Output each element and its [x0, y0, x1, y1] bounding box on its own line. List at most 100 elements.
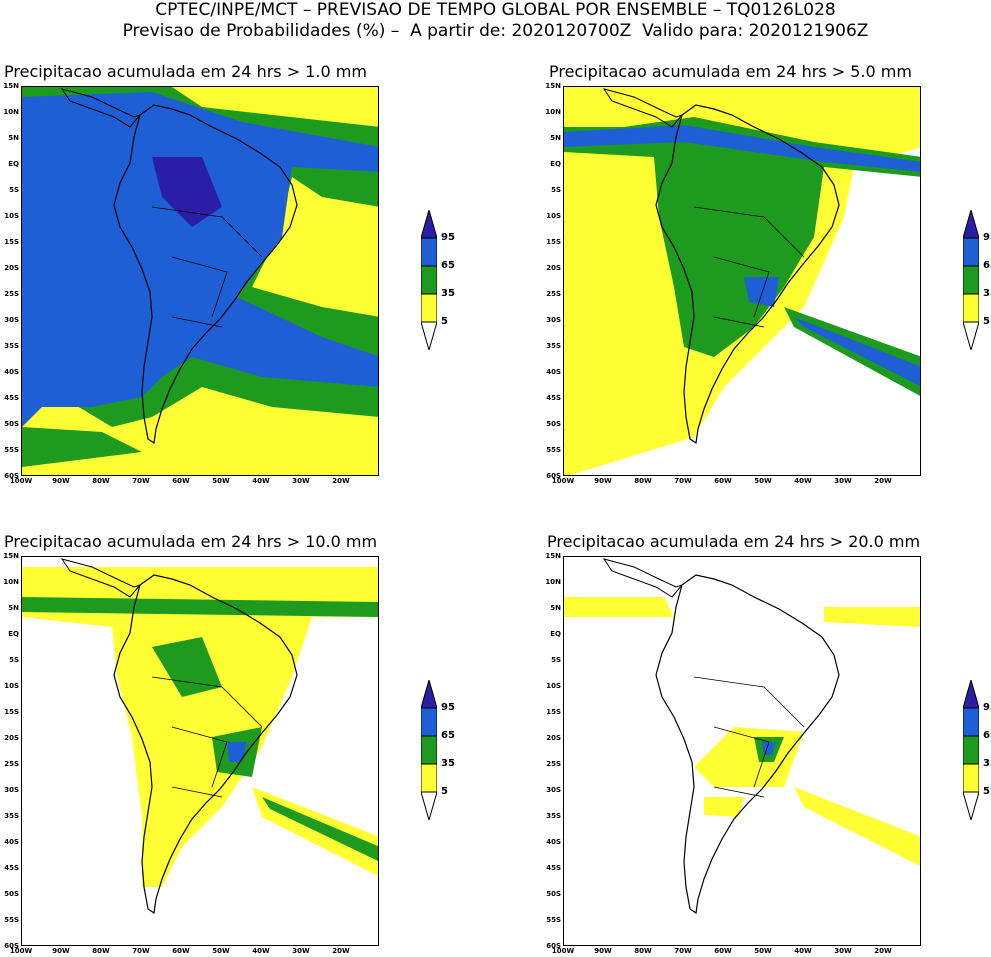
- country-borders: [151, 676, 263, 798]
- colorbar-label: 95: [441, 702, 455, 713]
- latitude-label: 35S: [4, 342, 19, 350]
- latitude-label: 55S: [546, 446, 561, 454]
- colorbar-label: 5: [441, 786, 448, 797]
- colorbar-top-arrow: [963, 680, 979, 709]
- map-svg: [22, 558, 378, 915]
- latitude-label: 15S: [546, 238, 561, 246]
- colorbar-bottom-arrow: [421, 791, 437, 820]
- longitude-label: 30W: [834, 947, 852, 955]
- colorbar-bottom-arrow: [421, 321, 437, 350]
- latitude-label: 40S: [546, 838, 561, 846]
- longitude-label: 100W: [9, 947, 33, 955]
- longitude-label: 20W: [332, 477, 350, 485]
- probability-field: [694, 727, 804, 787]
- colorbar-label: 5: [983, 786, 990, 797]
- colorbar-segment: [421, 707, 437, 737]
- colorbar-label: 95: [983, 702, 991, 713]
- colorbar-label: 65: [441, 730, 455, 741]
- colorbar-segment: [421, 763, 437, 793]
- probability-field: [227, 742, 247, 762]
- colorbar-segment: [963, 265, 979, 295]
- latitude-label: 20S: [546, 734, 561, 742]
- probability-field: [564, 117, 920, 357]
- latitude-label: 20S: [4, 264, 19, 272]
- probability-field: [252, 787, 378, 876]
- longitude-label: 90W: [52, 477, 70, 485]
- latitude-label: 10S: [546, 212, 561, 220]
- map-panel-2: [563, 86, 921, 476]
- map-panel-1: [21, 86, 379, 476]
- country-borders: [693, 206, 805, 328]
- map-svg: [564, 87, 920, 475]
- latitude-label: 30S: [4, 786, 19, 794]
- colorbar-top-arrow: [421, 210, 437, 239]
- colorbar-segment: [421, 293, 437, 323]
- central-america-coastline: [60, 88, 142, 128]
- longitude-label: 30W: [834, 477, 852, 485]
- latitude-label: 5S: [9, 186, 19, 194]
- longitude-label: 70W: [674, 947, 692, 955]
- latitude-label: 15S: [546, 708, 561, 716]
- longitude-label: 90W: [52, 947, 70, 955]
- longitude-label: 50W: [212, 947, 230, 955]
- latitude-label: 45S: [4, 394, 19, 402]
- latitude-label: 45S: [546, 864, 561, 872]
- probability-field: [564, 597, 674, 617]
- colorbar-label: 95: [983, 232, 991, 243]
- colorbar-label: 35: [983, 758, 991, 769]
- latitude-label: 5N: [550, 604, 561, 612]
- colorbar-segment: [421, 237, 437, 267]
- latitude-label: 5S: [551, 656, 561, 664]
- latitude-label: 50S: [546, 420, 561, 428]
- colorbar-top-arrow: [963, 210, 979, 239]
- longitude-label: 40W: [252, 477, 270, 485]
- latitude-label: EQ: [8, 630, 19, 638]
- latitude-label: 25S: [546, 290, 561, 298]
- longitude-label: 80W: [634, 477, 652, 485]
- latitude-label: 60S: [546, 942, 561, 950]
- south-america-coastline: [113, 104, 298, 445]
- latitude-label: 10N: [3, 108, 19, 116]
- latitude-label: 25S: [4, 760, 19, 768]
- longitude-label: 100W: [551, 477, 575, 485]
- latitude-label: 5S: [9, 656, 19, 664]
- longitude-label: 70W: [674, 477, 692, 485]
- longitude-label: 60W: [172, 477, 190, 485]
- colorbar-segment: [963, 763, 979, 793]
- panel-3-title: Precipitacao acumulada em 24 hrs > 10.0 …: [4, 532, 378, 551]
- probability-field: [262, 797, 378, 862]
- latitude-label: EQ: [550, 630, 561, 638]
- probability-field: [704, 797, 744, 817]
- probability-field: [784, 307, 920, 396]
- longitude-label: 80W: [92, 477, 110, 485]
- latitude-label: 60S: [546, 472, 561, 480]
- latitude-label: 60S: [4, 472, 19, 480]
- longitude-label: 20W: [332, 947, 350, 955]
- latitude-label: 5N: [8, 604, 19, 612]
- map-panel-3: [21, 556, 379, 946]
- south-america-coastline: [655, 574, 840, 915]
- latitude-label: 30S: [4, 316, 19, 324]
- longitude-label: 100W: [551, 947, 575, 955]
- latitude-label: 30S: [546, 786, 561, 794]
- latitude-label: 35S: [546, 812, 561, 820]
- latitude-label: 25S: [546, 760, 561, 768]
- latitude-label: 5N: [550, 134, 561, 142]
- colorbar-bottom-arrow: [963, 321, 979, 350]
- latitude-label: 40S: [4, 838, 19, 846]
- longitude-label: 40W: [252, 947, 270, 955]
- header-line-1: CPTEC/INPE/MCT – PREVISAO DE TEMPO GLOBA…: [155, 0, 836, 20]
- longitude-label: 30W: [292, 947, 310, 955]
- probability-field: [824, 607, 920, 627]
- colorbar-label: 5: [983, 316, 990, 327]
- map-panel-4: [563, 556, 921, 946]
- colorbar-bottom-arrow: [963, 791, 979, 820]
- probability-field: [564, 125, 920, 172]
- latitude-label: 55S: [4, 446, 19, 454]
- latitude-label: 5N: [8, 134, 19, 142]
- longitude-label: 60W: [172, 947, 190, 955]
- colorbar-label: 5: [441, 316, 448, 327]
- longitude-label: 100W: [9, 477, 33, 485]
- longitude-label: 70W: [132, 947, 150, 955]
- longitude-label: 80W: [92, 947, 110, 955]
